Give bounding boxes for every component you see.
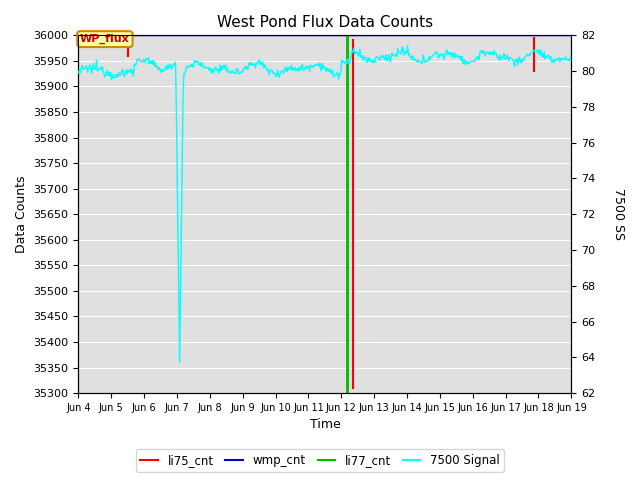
7500 Signal bbox=[366, 56, 374, 61]
Text: WP_flux: WP_flux bbox=[80, 34, 130, 44]
Y-axis label: 7500 SS: 7500 SS bbox=[612, 188, 625, 240]
7500 Signal bbox=[75, 70, 83, 75]
7500 Signal bbox=[568, 52, 575, 58]
Y-axis label: Data Counts: Data Counts bbox=[15, 176, 28, 253]
7500 Signal bbox=[162, 64, 170, 70]
Line: 7500 Signal: 7500 Signal bbox=[79, 46, 572, 362]
7500 Signal bbox=[176, 359, 184, 365]
7500 Signal bbox=[404, 43, 412, 48]
7500 Signal bbox=[202, 65, 210, 71]
Title: West Pond Flux Data Counts: West Pond Flux Data Counts bbox=[217, 15, 433, 30]
7500 Signal bbox=[447, 53, 455, 59]
X-axis label: Time: Time bbox=[310, 419, 340, 432]
Legend: li75_cnt, wmp_cnt, li77_cnt, 7500 Signal: li75_cnt, wmp_cnt, li77_cnt, 7500 Signal bbox=[136, 449, 504, 472]
7500 Signal bbox=[298, 61, 306, 67]
7500 Signal bbox=[405, 50, 413, 56]
